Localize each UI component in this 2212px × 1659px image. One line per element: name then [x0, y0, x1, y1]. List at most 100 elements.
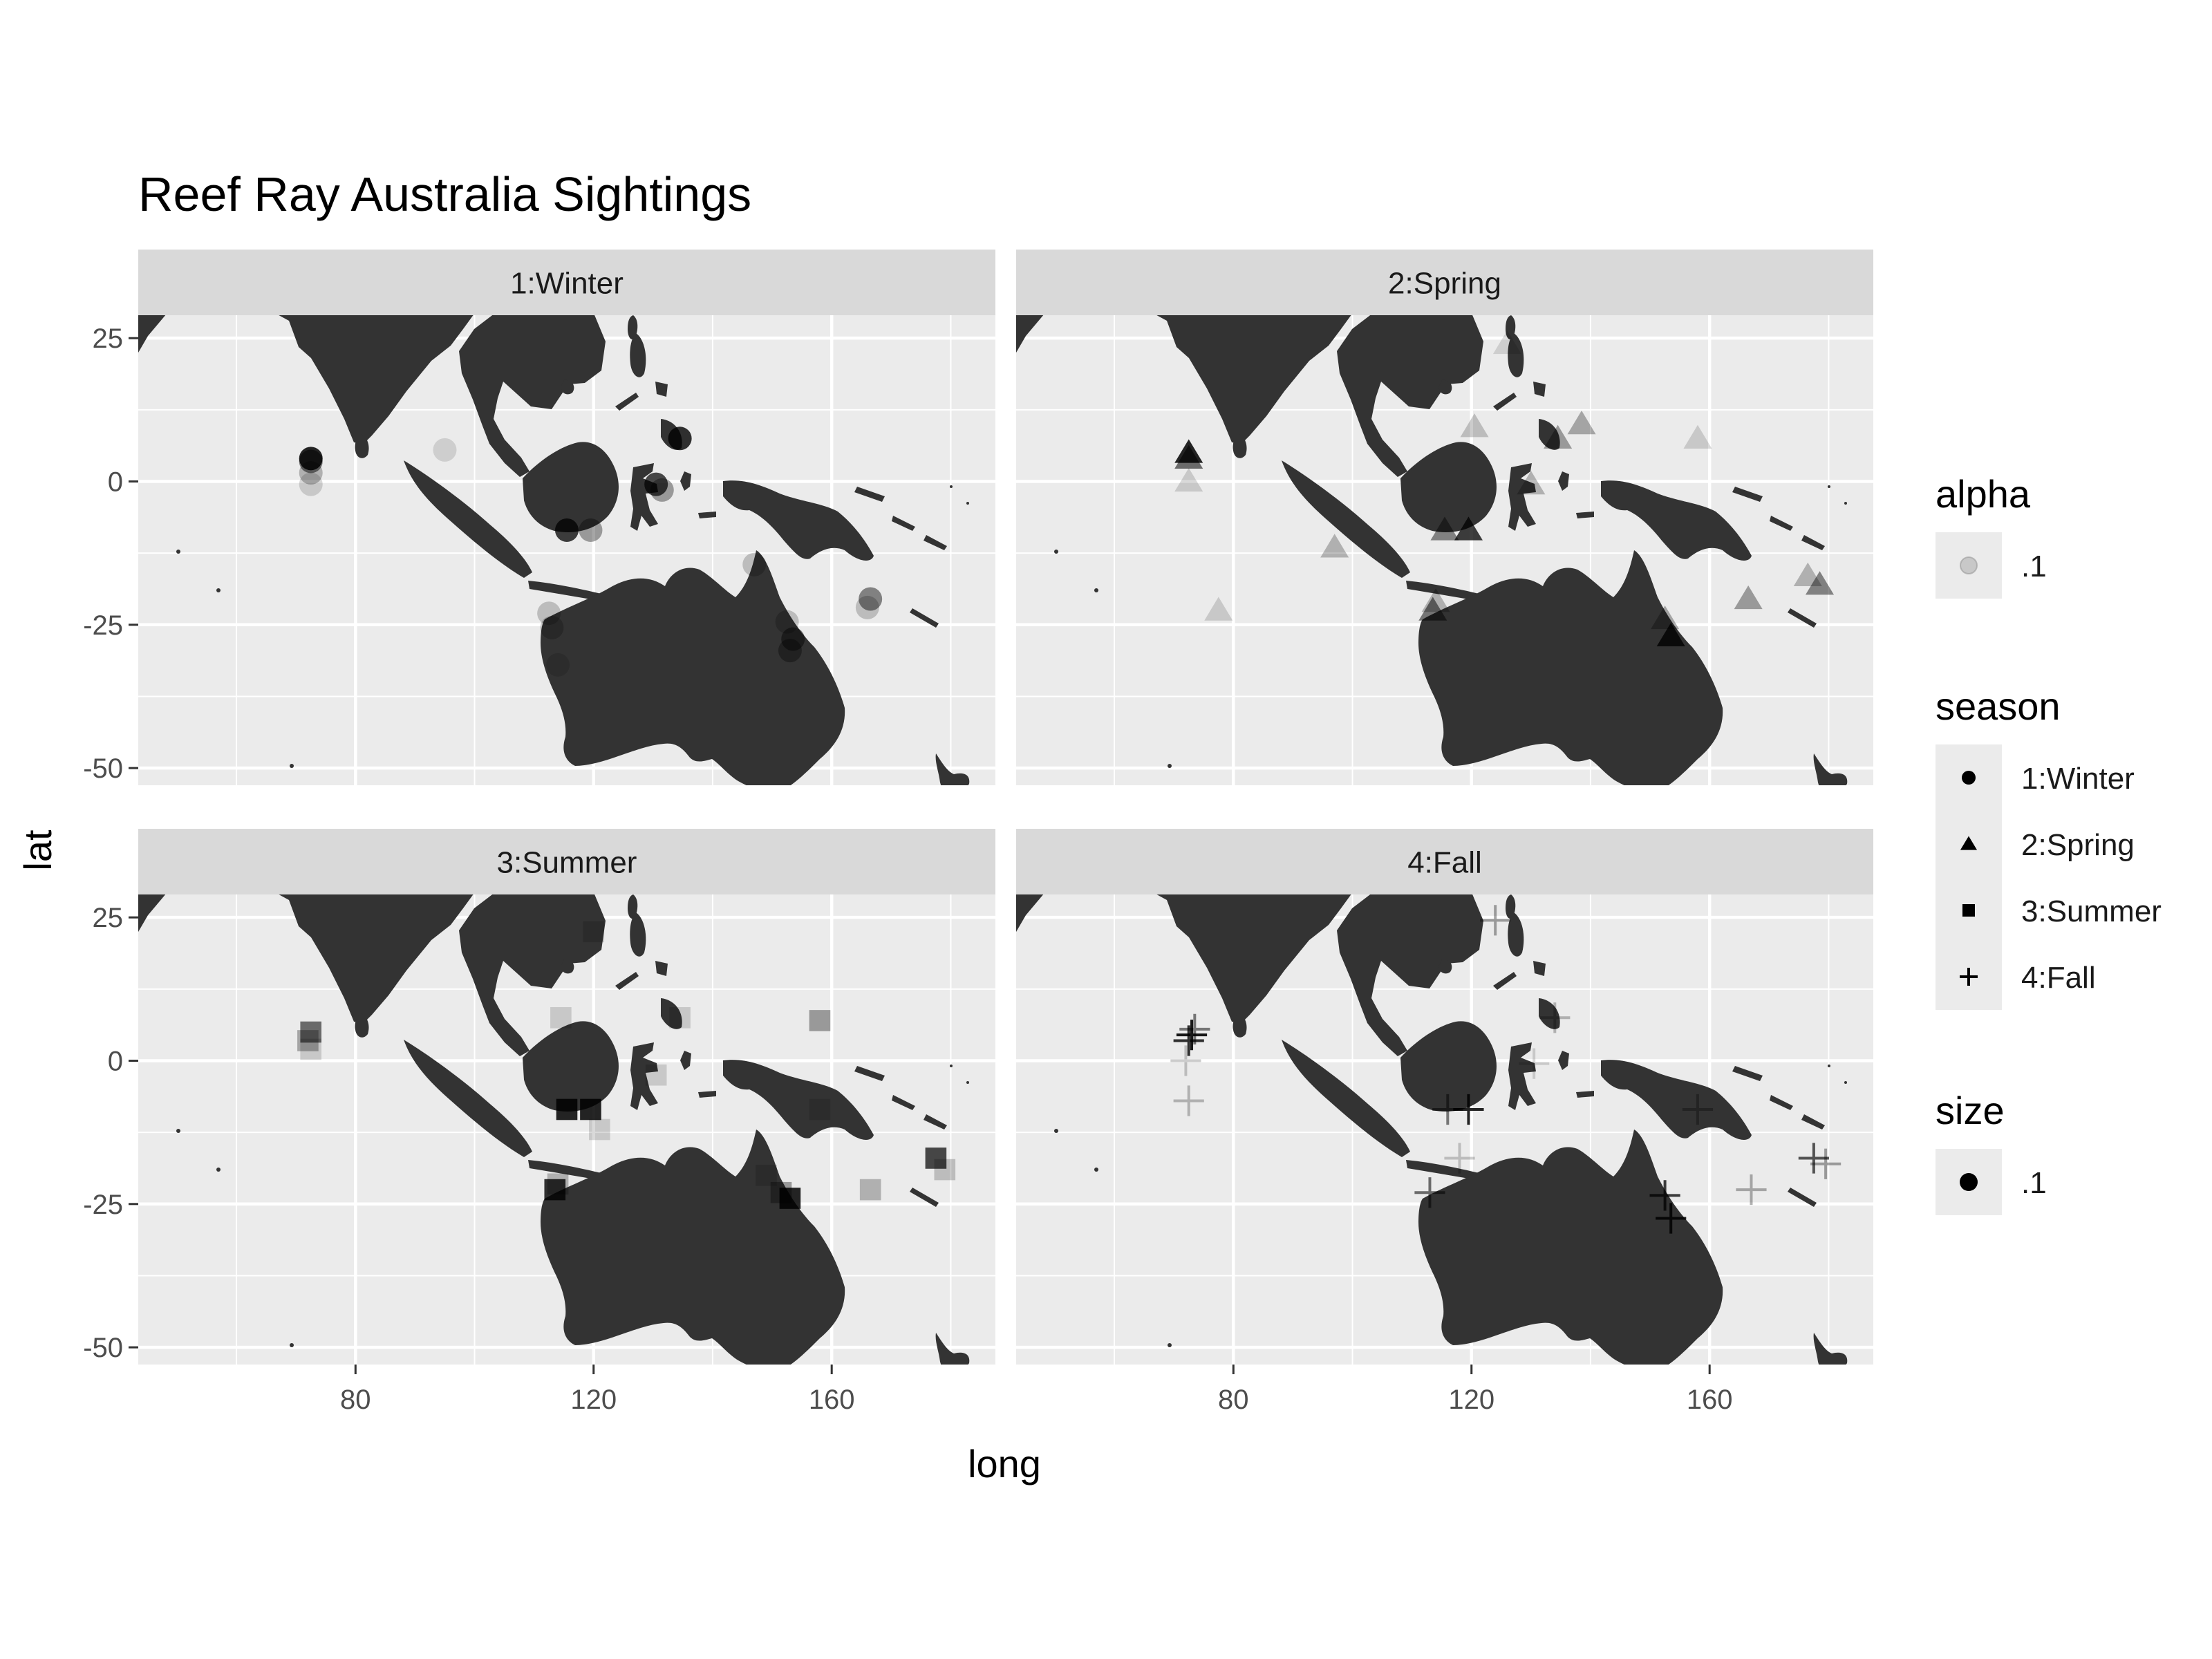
legend-title: alpha [1936, 472, 2031, 516]
legend-label: 1:Winter [2021, 762, 2135, 796]
data-point [1460, 413, 1489, 438]
data-point [1798, 1143, 1829, 1174]
data-point [555, 518, 579, 542]
x-axis-title: long [968, 1442, 1041, 1485]
facet-strip [138, 829, 995, 894]
data-point [540, 615, 564, 639]
data-point [770, 1181, 792, 1203]
data-point [550, 1006, 572, 1029]
data-point [1793, 562, 1822, 586]
data-point [1492, 330, 1521, 355]
data-point [934, 1159, 956, 1181]
data-point [1805, 571, 1835, 595]
data-point [781, 627, 805, 651]
legend-key-background [1936, 532, 2002, 599]
data-point [1683, 424, 1712, 449]
data-point [1734, 585, 1763, 610]
data-point [669, 1006, 691, 1029]
axes: 25 0 -25 -50 25 0 -25 -50 80 120 160 80 120 160 [83, 324, 1732, 1415]
facet-panels: 1:Winter 2:Spring 3:Summer 4:Fall [138, 250, 1873, 1365]
data-point [644, 472, 668, 496]
legend-label: 4:Fall [2021, 961, 2096, 995]
data-point [583, 921, 605, 943]
data-point [1320, 534, 1349, 558]
y-tick-label: -50 [83, 753, 123, 784]
legend-key-glyph [1960, 836, 1978, 850]
facet-strip-label: 1:Winter [510, 267, 624, 301]
data-point [297, 1030, 319, 1051]
y-tick-label: 25 [93, 324, 124, 354]
data-point [1656, 622, 1685, 647]
data-point [650, 478, 674, 502]
data-point [1174, 444, 1203, 469]
facet-strip [138, 250, 995, 315]
facet-strip [1016, 829, 1873, 894]
data-point [1454, 516, 1483, 541]
data-point [1656, 1203, 1687, 1234]
y-axis-title: lat [16, 830, 59, 871]
legend-size: size .1 [1936, 1089, 2047, 1215]
legend-key-glyph [1960, 557, 1977, 574]
data-points [297, 921, 956, 1209]
data-point [1544, 424, 1573, 449]
data-point [300, 1038, 322, 1060]
data-point [1430, 516, 1459, 541]
legend-title: size [1936, 1089, 2005, 1132]
facet-strip-label: 4:Fall [1407, 846, 1482, 880]
legend-key-glyph [1960, 968, 1978, 986]
data-point [299, 461, 323, 485]
data-point [1480, 905, 1511, 936]
data-point [580, 1098, 601, 1121]
data-point [1651, 605, 1680, 630]
y-tick-label: 0 [108, 1046, 123, 1076]
legend-key-outline [1960, 556, 1978, 574]
data-point [1176, 1020, 1208, 1051]
legend: alpha .1 season 1:Winter 2:Spring 3:Summer 4:F… [1936, 472, 2162, 1215]
data-point [556, 1098, 578, 1121]
facet-strip-label: 2:Spring [1388, 267, 1501, 301]
data-point [1414, 1177, 1445, 1208]
legend-alpha: alpha .1 [1936, 472, 2047, 599]
x-tick-label: 160 [809, 1385, 855, 1415]
data-point [925, 1147, 947, 1169]
facet-panel: 2:Spring [1016, 250, 1873, 785]
data-point [537, 601, 561, 626]
data-point [1421, 588, 1450, 612]
x-tick-label: 120 [1448, 1385, 1494, 1415]
facet-strip-label: 3:Summer [497, 846, 637, 880]
data-point [1519, 1048, 1550, 1079]
data-point [859, 587, 883, 611]
data-point [433, 438, 457, 462]
axis-titles: long lat [16, 830, 1041, 1485]
legend-season: season 1:Winter 2:Spring 3:Summer 4:Fall [1936, 684, 2162, 1010]
data-point [809, 1010, 831, 1031]
data-point [1736, 1174, 1767, 1206]
legend-key-background [1936, 744, 2002, 1010]
data-point [855, 595, 879, 619]
y-tick-label: -25 [83, 1190, 123, 1220]
data-point [1444, 1143, 1475, 1174]
data-point [1649, 1180, 1680, 1211]
facet-panel: 1:Winter [138, 250, 995, 785]
chart-title: Reef Ray Australia Sightings [138, 167, 751, 221]
y-tick-label: -50 [83, 1333, 123, 1363]
data-point [1453, 1094, 1484, 1125]
data-point [645, 1064, 667, 1086]
data-points [1174, 330, 1835, 647]
data-point [809, 1098, 831, 1121]
x-tick-label: 160 [1687, 1385, 1733, 1415]
data-points [1170, 905, 1841, 1234]
data-point [1418, 597, 1447, 621]
data-point [299, 449, 323, 474]
data-point [299, 472, 323, 496]
data-point [859, 1179, 881, 1201]
data-point [1810, 1148, 1841, 1179]
facet-strip [1016, 250, 1873, 315]
data-point [544, 1179, 566, 1201]
legend-title: season [1936, 684, 2061, 728]
data-point [579, 518, 603, 542]
data-point [1173, 1085, 1204, 1116]
legend-key-glyph [1962, 771, 1976, 785]
